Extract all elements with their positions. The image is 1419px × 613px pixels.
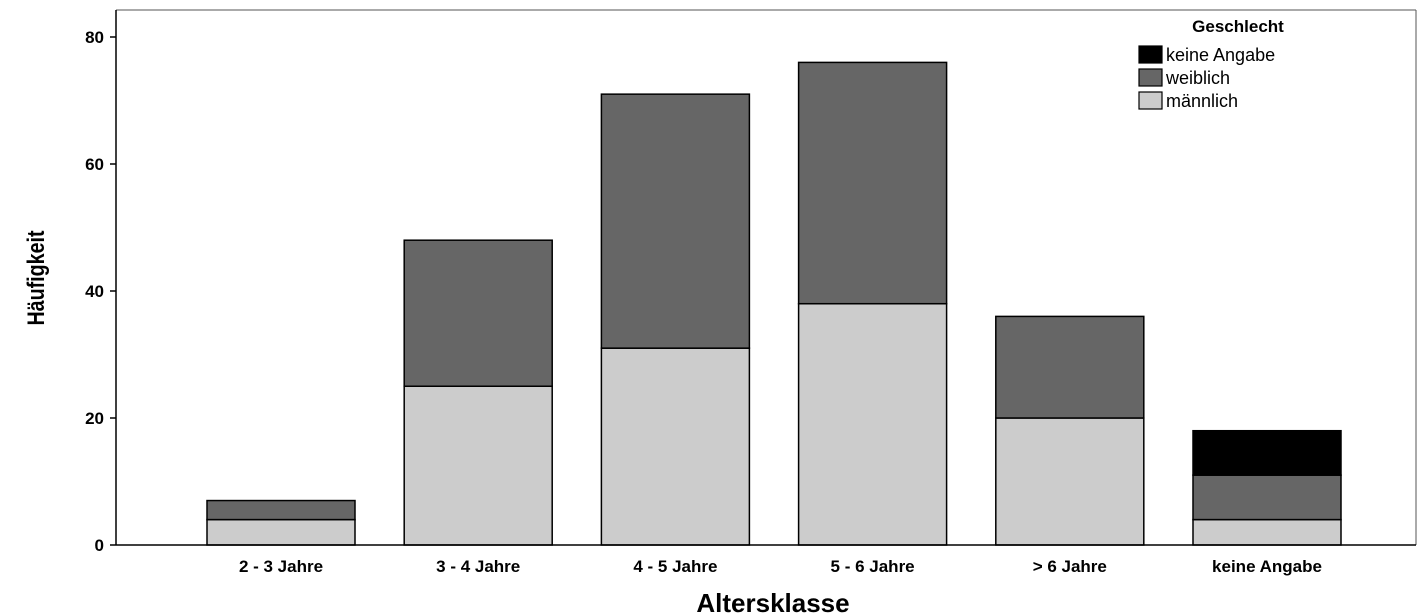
legend-label-weiblich: weiblich <box>1165 68 1230 88</box>
bar-3-4-jahre-weiblich <box>403 239 553 387</box>
bar-keine-angabe-keine-angabe <box>1192 429 1342 476</box>
legend-swatch-männlich <box>1138 91 1163 110</box>
bar-5-6-jahre-weiblich <box>797 61 948 305</box>
bars-group <box>206 61 1342 546</box>
bar-2-3-jahre-weiblich <box>206 499 356 521</box>
axes-group <box>115 9 1417 546</box>
x-tick-label-2-3-jahre: 2 - 3 Jahre <box>239 557 323 576</box>
y-tick-label-60: 60 <box>85 155 104 174</box>
bar-keine-angabe-männlich <box>1192 518 1342 546</box>
y-tick-labels: 0 20 40 60 80 <box>85 28 116 555</box>
y-axis-title: Häufigkeit <box>22 230 49 326</box>
legend-label-keine-angabe: keine Angabe <box>1166 45 1275 65</box>
legend-title: Geschlecht <box>1192 17 1284 36</box>
y-tick-label-0: 0 <box>95 536 104 555</box>
bar-5-6-jahre-männlich <box>797 302 948 546</box>
legend-swatch-weiblich <box>1138 68 1163 87</box>
bar-3-4-jahre-männlich <box>403 385 553 546</box>
y-tick-label-80: 80 <box>85 28 104 47</box>
bar-keine-angabe-weiblich <box>1192 474 1342 521</box>
bar-6-jahre-weiblich <box>995 315 1145 419</box>
y-tick-label-40: 40 <box>85 282 104 301</box>
y-tick-label-20: 20 <box>85 409 104 428</box>
x-tick-labels: 2 - 3 Jahre 3 - 4 Jahre 4 - 5 Jahre 5 - 6 J… <box>239 557 1322 576</box>
x-tick-label-4-5-jahre: 4 - 5 Jahre <box>633 557 717 576</box>
legend-swatch-keine-angabe <box>1138 45 1163 64</box>
x-axis-title: Altersklasse <box>696 588 849 613</box>
legend: Geschlecht keine Angabe weiblich männlich <box>1138 17 1284 111</box>
x-tick-label-6-jahre: > 6 Jahre <box>1033 557 1107 576</box>
x-tick-label-keine-angabe: keine Angabe <box>1212 557 1322 576</box>
bar-4-5-jahre-männlich <box>600 347 751 546</box>
bar-4-5-jahre-weiblich <box>600 93 751 349</box>
legend-label-männlich: männlich <box>1166 91 1238 111</box>
bar-2-3-jahre-männlich <box>206 518 356 546</box>
x-tick-label-5-6-jahre: 5 - 6 Jahre <box>831 557 915 576</box>
bar-6-jahre-männlich <box>995 417 1145 546</box>
x-tick-label-3-4-jahre: 3 - 4 Jahre <box>436 557 520 576</box>
